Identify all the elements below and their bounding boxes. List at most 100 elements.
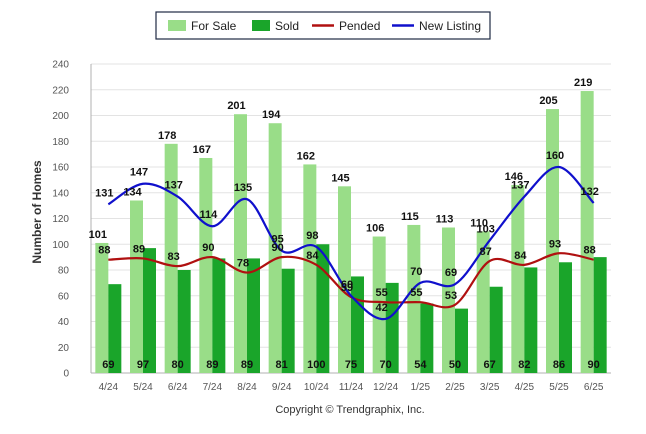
bar-sold (212, 258, 226, 373)
x-tick-label: 10/24 (304, 382, 329, 393)
bar-sold (455, 308, 468, 373)
y-tick-label: 80 (58, 266, 70, 277)
data-label-pended: 87 (480, 246, 492, 258)
data-label-pended: 88 (584, 245, 596, 257)
data-label-sold: 89 (206, 359, 218, 371)
bar-layer (95, 91, 607, 374)
bar-sold (385, 282, 399, 373)
y-tick-label: 200 (52, 111, 69, 122)
x-tick-layer: 4/24 5/24 6/24 7/24 8/24 9/24 10/24 11/24 12/24 1… (99, 382, 604, 393)
data-label-sold: 67 (484, 359, 496, 371)
copyright-text: Copyright © Trendgraphix, Inc. (275, 404, 424, 416)
bar-for-sale (234, 114, 247, 374)
data-label-sold: 89 (241, 359, 253, 371)
data-label-new-listing: 137 (164, 180, 182, 192)
bar-for-sale (164, 143, 178, 373)
legend-swatch-sold (252, 20, 270, 31)
data-label-for-sale: 219 (574, 77, 592, 89)
bar-sold (593, 257, 607, 373)
data-label-pended: 78 (237, 258, 249, 270)
bar-for-sale (372, 236, 386, 373)
data-label-new-listing: 69 (445, 267, 457, 279)
bar-for-sale (268, 123, 282, 373)
line-layer (107, 165, 595, 321)
data-label-sold: 90 (588, 359, 600, 371)
x-tick-label: 9/24 (272, 382, 292, 393)
data-label-pended: 53 (445, 290, 457, 302)
x-tick-label: 6/25 (584, 382, 604, 393)
bar-for-sale (407, 224, 421, 373)
data-label-pended: 84 (514, 250, 527, 262)
data-label-for-sale: 113 (436, 214, 454, 226)
data-label-sold: 80 (172, 359, 184, 371)
data-label-sold: 50 (449, 359, 461, 371)
y-tick-label: 220 (52, 85, 69, 96)
x-tick-label: 8/24 (237, 382, 257, 393)
data-label-for-sale: 146 (505, 171, 523, 183)
label-layer: 101 69 134 97 178 80 167 89 201 89 194 81 162 100 145 7… (89, 77, 600, 371)
data-label-pended: 90 (202, 242, 214, 254)
data-label-new-listing: 98 (306, 230, 318, 242)
x-tick-label: 12/24 (373, 382, 398, 393)
data-label-pended: 59 (341, 282, 353, 294)
bar-for-sale (303, 164, 317, 373)
data-label-pended: 55 (410, 287, 422, 299)
bar-for-sale (130, 200, 143, 373)
x-tick-label: 11/24 (339, 382, 364, 393)
data-label-for-sale: 162 (297, 150, 315, 162)
x-tick-label: 5/24 (133, 382, 153, 393)
data-label-new-listing: 137 (511, 180, 529, 192)
bar-sold (108, 284, 122, 373)
y-tick-label: 120 (52, 214, 69, 225)
y-tick-label: 100 (52, 240, 69, 251)
bar-for-sale (338, 186, 351, 373)
bar-for-sale (546, 109, 559, 373)
data-label-sold: 81 (276, 359, 288, 371)
bar-sold (316, 244, 330, 373)
data-label-sold: 86 (553, 359, 565, 371)
data-label-pended: 88 (98, 245, 110, 257)
data-label-for-sale: 134 (123, 186, 142, 198)
data-label-new-listing: 70 (410, 266, 422, 278)
x-tick-label: 5/25 (549, 382, 569, 393)
bar-sold (281, 268, 295, 373)
y-tick-label: 140 (52, 188, 69, 199)
x-tick-label: 4/24 (99, 382, 119, 393)
y-tick-label: 0 (63, 369, 69, 380)
data-label-new-listing: 147 (130, 167, 148, 179)
y-tick-label: 180 (52, 137, 69, 148)
y-tick-label: 40 (58, 317, 70, 328)
data-label-pended: 83 (168, 251, 180, 263)
data-label-sold: 97 (137, 359, 149, 371)
data-label-new-listing: 132 (580, 186, 598, 198)
data-label-for-sale: 115 (401, 211, 419, 223)
data-label-new-listing: 60 (341, 279, 353, 291)
bar-for-sale (199, 157, 213, 373)
bar-for-sale (511, 185, 525, 373)
data-label-for-sale: 194 (262, 109, 281, 121)
legend: For Sale Sold Pended New Listing (155, 11, 491, 40)
x-tick-label: 6/24 (168, 382, 188, 393)
data-label-for-sale: 167 (193, 144, 211, 156)
x-tick-label: 3/25 (480, 382, 500, 393)
data-label-pended: 84 (306, 250, 319, 262)
x-tick-label: 4/25 (515, 382, 535, 393)
y-tick-label: 20 (58, 343, 70, 354)
legend-label-sold: Sold (275, 19, 299, 33)
y-tick-label: 160 (52, 163, 69, 174)
data-label-new-listing: 135 (234, 182, 252, 194)
data-label-new-listing: 42 (376, 302, 388, 314)
legend-label-new-listing: New Listing (419, 19, 481, 33)
bar-sold (177, 270, 191, 373)
data-label-pended: 55 (376, 287, 388, 299)
legend-label-for-sale: For Sale (191, 19, 237, 33)
x-tick-label: 2/25 (445, 382, 465, 393)
data-label-sold: 100 (307, 359, 325, 371)
bar-sold (420, 303, 434, 373)
x-tick-label: 7/24 (203, 382, 223, 393)
data-label-new-listing: 114 (199, 209, 218, 221)
bar-sold (247, 258, 260, 373)
data-label-sold: 70 (380, 359, 392, 371)
